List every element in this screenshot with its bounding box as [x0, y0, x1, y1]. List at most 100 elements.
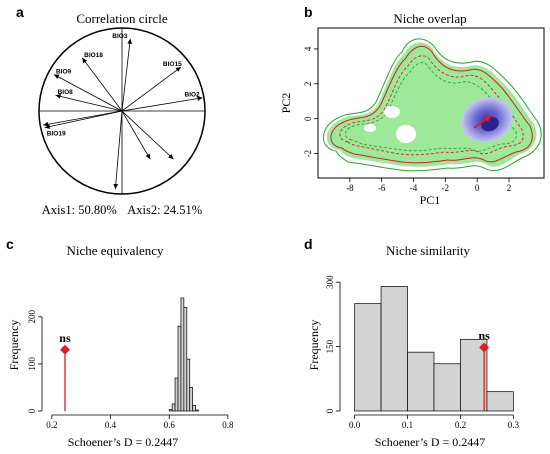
- panel-b-ylabel: PC2: [279, 93, 293, 114]
- vector-label-bio19: BIO19: [47, 131, 66, 138]
- xtick-label: 0.2: [455, 420, 466, 430]
- xtick-label: 0.8: [222, 420, 234, 430]
- vector-unlabeled-3-head: [145, 153, 151, 160]
- panel-letter-c: c: [6, 236, 14, 252]
- ytick-label: 4: [303, 46, 313, 51]
- white-gap: [396, 125, 416, 143]
- axis-inertia: Axis1: 50.80% Axis2: 24.51%: [42, 203, 202, 217]
- variable-vectors: BIO3 BIO18 BIO9 BIO8 BIO15 BIO2 BIO19: [43, 33, 203, 190]
- white-gap: [364, 124, 376, 132]
- panel-d-xlabel: Schoener’s D = 0.2447: [375, 435, 486, 449]
- vector-unlabeled-1-head: [113, 183, 119, 190]
- vector-unlabeled-2: [121, 110, 174, 160]
- vector-unlabeled-0: [43, 110, 123, 126]
- vector-bio3: [121, 38, 131, 112]
- panel-c-title: Niche equivalency: [66, 243, 164, 258]
- vector-bio15: [121, 66, 182, 112]
- histogram-bar: [171, 403, 176, 412]
- xtick-label: 2: [507, 183, 512, 193]
- vector-bio9: [53, 74, 123, 112]
- ytick-label: -2: [303, 150, 313, 158]
- histogram-bar: [407, 351, 435, 412]
- axis1-inertia: Axis1: 50.80%: [42, 203, 117, 217]
- ytick-label: 100: [27, 357, 37, 371]
- centroid-shift-arrowhead: [484, 115, 492, 122]
- panel-b-xlabel: PC1: [420, 193, 441, 207]
- xtick-label: 0.0: [349, 420, 361, 430]
- vector-label-bio18: BIO18: [84, 52, 103, 59]
- vector-bio9-head: [53, 74, 60, 79]
- xtick-label: 0: [475, 183, 480, 193]
- vector-bio8-head: [55, 94, 62, 99]
- invaded-envelope-line: [330, 45, 533, 164]
- panel-letter-d: d: [304, 236, 313, 252]
- panel-c-xlabel: Schoener’s D = 0.2447: [68, 435, 179, 449]
- vector-label-bio8: BIO8: [58, 89, 74, 96]
- vector-label-bio9: BIO9: [56, 68, 72, 75]
- panel-letter-a: a: [16, 4, 24, 20]
- xtick-label: 0.2: [46, 420, 57, 430]
- vector-bio8: [55, 94, 123, 112]
- vector-label-bio3: BIO3: [112, 33, 128, 40]
- vector-bio15-head: [175, 67, 181, 72]
- niche-environment: [323, 38, 542, 172]
- vector-unlabeled-1: [114, 110, 123, 190]
- histogram-bar: [177, 325, 182, 412]
- ytick-label: 150: [325, 339, 335, 353]
- ytick-label: 0: [27, 408, 37, 413]
- histogram-bar: [195, 409, 199, 412]
- xtick-label: -6: [378, 183, 386, 193]
- panel-d: d Niche similarity 0.0 0.1 0.2 0.3 0 150 300 ns…: [304, 236, 520, 449]
- panel-letter-b: b: [304, 4, 313, 20]
- vector-unlabeled-2-head: [168, 153, 174, 160]
- panel-a-title: Correlation circle: [76, 11, 168, 26]
- xtick-label: 0.6: [164, 420, 176, 430]
- ytick-label: 0: [303, 116, 313, 121]
- panel-d-title: Niche similarity: [386, 243, 471, 258]
- vector-bio3-head: [127, 38, 133, 45]
- vector-bio19-head: [44, 124, 51, 129]
- xtick-label: 0.3: [508, 420, 520, 430]
- xtick-label: -4: [410, 183, 418, 193]
- histogram-bar: [486, 391, 514, 412]
- panel-c: c Niche equivalency 0.2 0.4 0.6 0.8 0 100 200 n…: [6, 236, 234, 449]
- xtick-label: -8: [346, 183, 354, 193]
- histogram-d: 0.0 0.1 0.2 0.3 0 150 300 ns: [325, 275, 520, 430]
- vector-bio18: [81, 57, 123, 112]
- histogram-bar: [174, 377, 179, 412]
- xtick-label: -2: [442, 183, 450, 193]
- xtick-label: 0.4: [105, 420, 117, 430]
- vector-bio18-head: [82, 57, 88, 64]
- histogram-bar: [183, 307, 188, 412]
- ytick-label: 200: [27, 310, 37, 324]
- vector-unlabeled-0-head: [43, 121, 49, 127]
- histogram-bar: [186, 358, 191, 412]
- histogram-bar: [433, 363, 461, 412]
- histogram-bar: [189, 387, 194, 412]
- observed-value-marker: [479, 342, 490, 353]
- histogram-bar: [380, 286, 408, 412]
- ytick-label: 300: [325, 275, 335, 289]
- histogram-bar: [180, 297, 185, 412]
- significance-label: ns: [478, 328, 490, 342]
- panel-d-ylabel: Frequency: [307, 320, 321, 371]
- vector-bio2: [121, 97, 203, 112]
- histogram-bar: [460, 338, 488, 412]
- histogram-bar: [354, 303, 382, 412]
- native-envelope-line: [323, 38, 542, 172]
- ytick-label: 2: [303, 82, 313, 87]
- vector-label-bio2: BIO2: [185, 92, 201, 99]
- vector-bio2-head: [197, 96, 203, 101]
- vector-label-bio15: BIO15: [163, 61, 182, 68]
- ytick-label: 0: [325, 408, 335, 413]
- panel-b-ticks: -8 -6 -4 -2 0 2 -2 0 2 4: [303, 46, 511, 193]
- panel-a: a Correlation circle BIO3BIO18BIO9BIO8BI…: [16, 4, 206, 217]
- panel-c-ylabel: Frequency: [7, 320, 21, 371]
- histogram-bar: [168, 409, 173, 412]
- histogram-c: 0.2 0.4 0.6 0.8 0 100 200 ns: [27, 297, 234, 430]
- observed-value-marker: [59, 344, 70, 355]
- white-gap: [384, 106, 400, 118]
- panel-b-title: Niche overlap: [393, 11, 466, 26]
- vector-unlabeled-3: [121, 110, 151, 160]
